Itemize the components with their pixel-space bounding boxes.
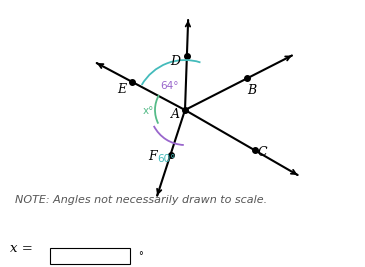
Text: C: C — [258, 146, 268, 159]
Text: E: E — [118, 83, 127, 96]
Text: A: A — [170, 108, 180, 120]
Text: 60°: 60° — [157, 154, 176, 164]
Text: B: B — [247, 84, 257, 97]
Text: x°: x° — [142, 106, 154, 116]
Text: D: D — [170, 54, 180, 68]
Text: °: ° — [138, 251, 143, 261]
Text: NOTE: Angles not necessarily drawn to scale.: NOTE: Angles not necessarily drawn to sc… — [15, 195, 267, 205]
Text: F: F — [148, 150, 157, 163]
FancyBboxPatch shape — [50, 248, 130, 264]
Text: 64°: 64° — [161, 81, 179, 91]
Text: x =: x = — [10, 241, 33, 254]
